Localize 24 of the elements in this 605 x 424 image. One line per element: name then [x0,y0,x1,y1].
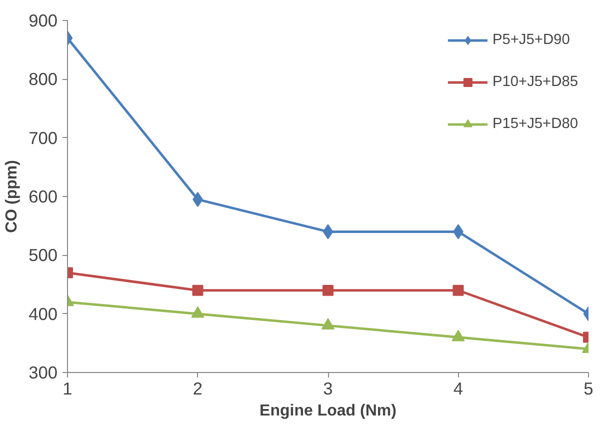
y-tick-label: 400 [28,304,58,324]
point [191,306,204,318]
x-tick-label: 4 [453,378,464,398]
y-tick-label: 600 [28,186,58,206]
y-tick-label: 500 [28,245,58,266]
y-tick-label: 800 [28,69,58,90]
x-tick-label: 2 [192,378,203,398]
x-axis-title: Engine Load (Nm) [260,402,396,420]
point [452,284,464,296]
point [452,330,465,342]
legend-label: P10+J5+D85 [492,74,578,90]
point [322,318,334,330]
legend-label: P5+J5+D90 [492,32,570,48]
x-tick-label: 5 [584,378,594,398]
y-axis-title: CO (ppm) [4,160,21,233]
y-tick-label: 700 [28,128,58,148]
y-tick-label: 300 [28,362,58,382]
x-tick-label: 1 [62,378,72,398]
legend-label: P15+J5+D80 [492,116,578,132]
y-tick-label: 900 [28,10,58,30]
x-tick-label: 3 [323,378,333,398]
point [322,224,334,240]
point [322,284,334,296]
point [192,284,204,296]
